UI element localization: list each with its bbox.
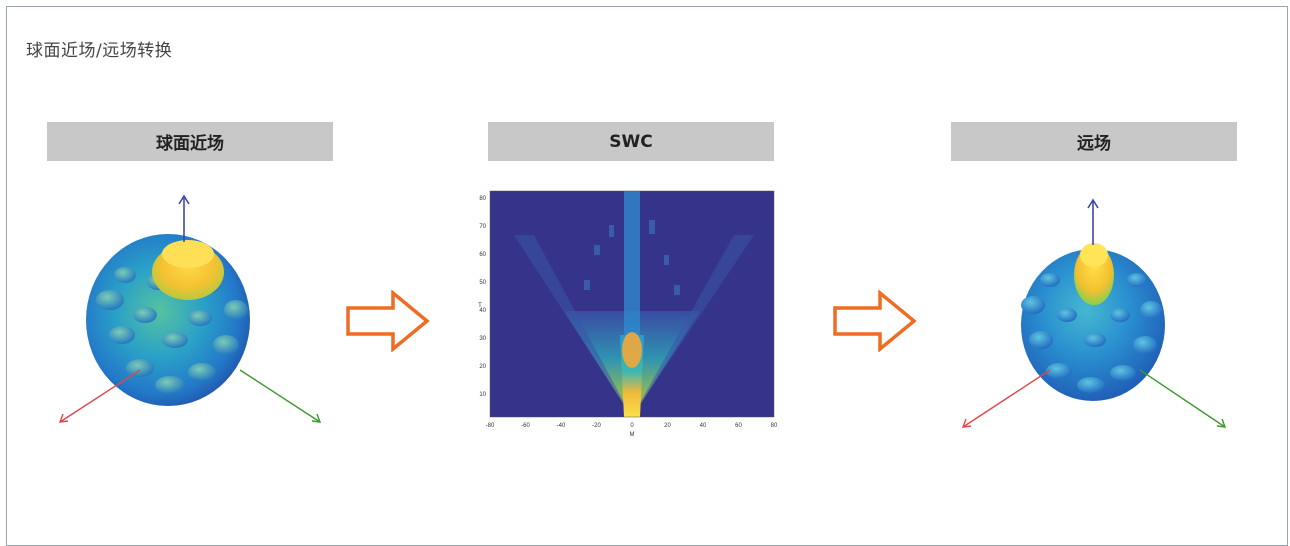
y-tick-label: 10 bbox=[479, 392, 486, 398]
x-axis-arrow bbox=[962, 369, 1051, 428]
x-tick-label: -20 bbox=[592, 423, 601, 429]
x-tick-label: -80 bbox=[486, 423, 495, 429]
page-title: 球面近场/远场转换 bbox=[26, 41, 173, 61]
x-axis-label: M bbox=[630, 432, 635, 438]
x-tick-label: 80 bbox=[771, 423, 778, 429]
y-tick-label: 30 bbox=[479, 336, 486, 342]
swc-y-tick-labels: 10 20 30 40 50 60 70 80 bbox=[479, 196, 486, 398]
y-tick-label: 40 bbox=[479, 308, 486, 314]
y-tick-label: 80 bbox=[479, 196, 486, 202]
near-field-pattern-figure bbox=[58, 194, 322, 423]
x-tick-label: -60 bbox=[521, 423, 530, 429]
y-axis-arrow bbox=[1139, 369, 1226, 428]
panel-label-swc: SWC bbox=[488, 122, 774, 161]
swc-x-tick-labels: -80 -60 -40 -20 0 20 40 60 80 bbox=[486, 423, 778, 429]
x-tick-label: 0 bbox=[630, 423, 634, 429]
x-tick-label: -40 bbox=[557, 423, 566, 429]
y-tick-label: 60 bbox=[479, 252, 486, 258]
y-tick-label: 70 bbox=[479, 224, 486, 230]
swc-heatmap: -80 -60 -40 -20 0 20 40 60 80 M 10 20 30… bbox=[478, 190, 778, 438]
far-field-pattern-figure bbox=[961, 198, 1227, 428]
y-axis-label: T bbox=[478, 303, 482, 309]
far-field-lobes bbox=[1021, 243, 1165, 401]
y-axis-arrow bbox=[239, 369, 321, 423]
x-axis-arrow bbox=[59, 369, 141, 423]
y-tick-label: 20 bbox=[479, 364, 486, 370]
x-tick-label: 60 bbox=[735, 423, 742, 429]
y-tick-label: 50 bbox=[479, 280, 486, 286]
right-arrow-icon bbox=[833, 290, 917, 352]
right-arrow-icon bbox=[346, 290, 430, 352]
panel-label-near-field: 球面近场 bbox=[47, 122, 333, 161]
panel-label-far-field: 远场 bbox=[951, 122, 1237, 161]
x-tick-label: 20 bbox=[664, 423, 671, 429]
x-tick-label: 40 bbox=[700, 423, 707, 429]
near-field-lobes bbox=[86, 234, 250, 406]
